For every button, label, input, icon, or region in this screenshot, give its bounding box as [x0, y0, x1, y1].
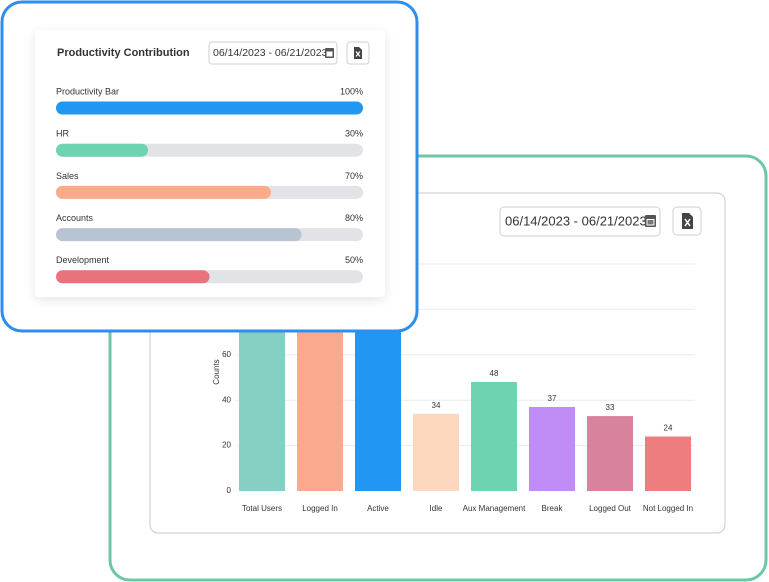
bar	[587, 416, 633, 491]
progress-bar	[56, 270, 210, 284]
x-tick-label: Logged Out	[589, 504, 632, 513]
progress-bar	[56, 143, 149, 157]
x-tick-label: Total Users	[242, 504, 282, 513]
progress-bar	[56, 228, 302, 242]
bar	[297, 323, 343, 491]
excel-icon	[354, 47, 362, 59]
bar-label: HR	[56, 129, 69, 139]
x-tick-label: Idle	[430, 504, 443, 513]
progress-bar	[56, 185, 271, 199]
bar	[645, 436, 691, 491]
y-axis-label: Counts	[212, 359, 221, 384]
calendar-icon	[645, 215, 656, 227]
value-label: 24	[664, 424, 673, 433]
x-tick-label: Not Logged In	[643, 504, 693, 513]
bar-label: Productivity Bar	[56, 86, 119, 96]
y-tick-label: 60	[222, 350, 231, 359]
date-input[interactable]	[208, 41, 338, 65]
calendar-icon	[325, 48, 334, 58]
y-tick-label: 0	[227, 486, 232, 495]
x-tick-label: Active	[367, 504, 389, 513]
bar-label: Sales	[56, 171, 79, 181]
productivity-panel: Productivity Contribution 06/14/2023 - 0…	[0, 0, 419, 333]
y-tick-label: 40	[222, 395, 231, 404]
value-label: 30%	[345, 129, 363, 139]
bar-label: Accounts	[56, 213, 94, 223]
panel-outline	[108, 154, 768, 582]
x-tick-label: Aux Management	[463, 504, 526, 513]
value-label: 33	[606, 403, 615, 412]
x-tick-label: Break	[542, 504, 564, 513]
bar	[413, 413, 459, 491]
value-label: 70%	[345, 171, 363, 181]
bar	[529, 407, 575, 491]
value-label: 100%	[340, 86, 363, 96]
value-label: 48	[490, 369, 499, 378]
date-text: 06/14/2023 - 06/21/2023	[213, 47, 328, 59]
value-label: 50%	[345, 255, 363, 265]
date-text: 06/14/2023 - 06/21/2023	[505, 213, 647, 228]
y-tick-label: 20	[222, 441, 231, 450]
bar	[471, 382, 517, 491]
chart-title: Productivity Contribution	[57, 47, 190, 59]
excel-icon	[682, 213, 693, 229]
date-input[interactable]	[499, 206, 661, 237]
value-label: 37	[548, 394, 557, 403]
progress-bar	[56, 101, 363, 115]
value-label: 80%	[345, 213, 363, 223]
x-tick-label: Logged In	[302, 504, 338, 513]
bar-label: Development	[56, 255, 110, 265]
value-label: 34	[432, 401, 441, 410]
